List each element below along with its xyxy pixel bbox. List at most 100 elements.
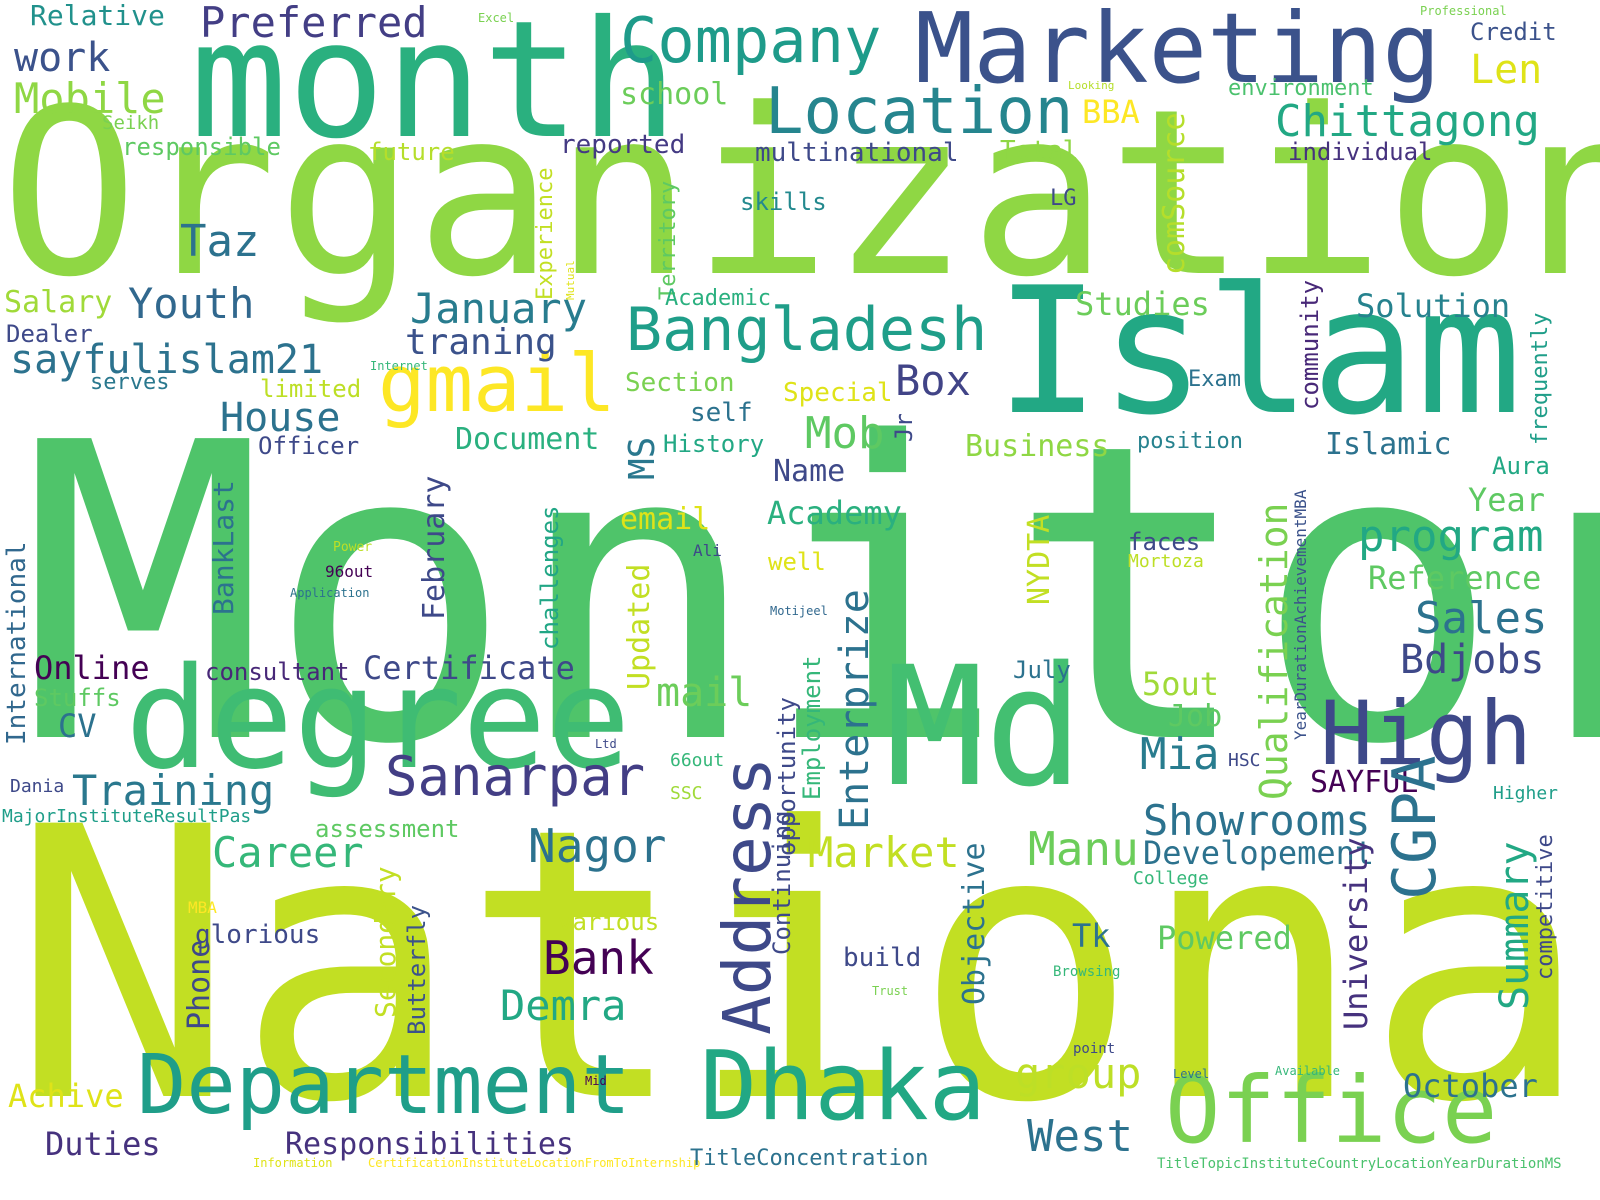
word-mba: MBA	[188, 898, 217, 917]
word-excel: Excel	[478, 11, 515, 25]
word-organization: Organization	[0, 61, 1600, 328]
word-professional: Professional	[1420, 4, 1507, 18]
word-responsibilities: Responsibilities	[285, 1127, 574, 1162]
word-objective: Objective	[957, 842, 992, 1005]
word-sales: Sales	[1415, 593, 1548, 644]
word-marketing: Marketing	[915, 0, 1441, 105]
word-summary: Summary	[1492, 841, 1538, 1010]
word-power: Power	[333, 540, 373, 555]
word-certificationinstitutelocationfromtointernship: CertificationInstituteLocationFromToInte…	[368, 1156, 701, 1170]
word-5out: 5out	[1142, 665, 1220, 703]
word-seikh: Seikh	[102, 112, 160, 134]
word-high: High	[1320, 682, 1532, 785]
word-school: school	[620, 77, 729, 112]
word-college: College	[1133, 868, 1209, 889]
word-frequently: frequently	[1528, 312, 1553, 445]
word-ssc: SSC	[670, 783, 703, 804]
word-february: February	[417, 475, 452, 621]
word-month: month	[190, 0, 678, 175]
word-business: Business	[965, 429, 1110, 464]
word-looking: Looking	[1068, 79, 1115, 92]
word-mid: Mid	[585, 1074, 607, 1088]
word-md: Md	[885, 631, 1084, 823]
word-islam: Islam	[995, 251, 1522, 454]
word-gmail: gmail	[378, 338, 616, 430]
word-len: Len	[1470, 47, 1543, 93]
word-titletopicinstitutecountrylocationyeardurationms: TitleTopicInstituteCountryLocationYearDu…	[1157, 1156, 1562, 1172]
word-multinational: multinational	[755, 138, 959, 168]
word-glorious: glorious	[195, 920, 321, 950]
word-environment: environment	[1228, 76, 1374, 101]
word-qualification: Qualification	[1252, 502, 1296, 800]
word-group: group	[1015, 1049, 1142, 1098]
word-faces: faces	[1128, 528, 1201, 556]
word-territory: Territory	[656, 180, 681, 300]
word-66out: 66out	[670, 750, 725, 771]
word-available: Available	[1275, 1064, 1341, 1078]
word-updated: Updated	[622, 563, 657, 690]
word-trust: Trust	[872, 984, 909, 998]
word-secondary: Secondary	[369, 866, 402, 1018]
word-hsc: HSC	[1228, 750, 1261, 771]
word-dania: Dania	[10, 776, 65, 797]
word-bangladesh: Bangladesh	[626, 295, 988, 365]
word-location: Location	[765, 75, 1074, 149]
word-degree: degree	[125, 638, 631, 801]
word-total: Total	[1000, 136, 1079, 166]
word-sayfulislam21: sayfulislam21	[10, 337, 324, 383]
word-cgpa: CGPA	[1380, 755, 1450, 901]
word-taz: Taz	[180, 216, 260, 267]
word-name: Name	[773, 454, 846, 489]
word-mortoza: Mortoza	[1128, 551, 1204, 572]
word-program: program	[1358, 511, 1544, 562]
word-manu: Manu	[1028, 822, 1139, 876]
word-mob: Mob	[805, 408, 885, 459]
word-phone: Phone	[182, 939, 217, 1030]
word-west: West	[1027, 1111, 1133, 1162]
word-mobile: Mobile	[14, 74, 166, 123]
word-history: History	[663, 430, 765, 458]
word-box: Box	[895, 356, 971, 405]
word-enterprize: Enterprize	[832, 589, 878, 830]
word-youth: Youth	[128, 279, 255, 328]
word-preferred: Preferred	[200, 0, 428, 47]
word-traning: traning	[405, 322, 557, 363]
word-majorinstituteresultpas: MajorInstituteResultPas	[2, 806, 252, 827]
word-july: July	[1013, 656, 1071, 684]
word-serves: serves	[90, 370, 170, 395]
word-comsource: comSource	[1157, 112, 1192, 275]
word-year: Year	[1468, 481, 1546, 519]
word-cv: CV	[58, 707, 97, 745]
word-continuing: Continuing	[768, 810, 796, 956]
word-achive: Achive	[8, 1077, 124, 1115]
word-96out: 96out	[325, 562, 374, 581]
word-mia: Mia	[1140, 729, 1220, 780]
word-academic: Academic	[665, 286, 771, 311]
word-bank: Bank	[543, 931, 654, 985]
word-company: Company	[620, 4, 882, 77]
word-lg: LG	[1050, 186, 1077, 211]
word-stuffs: Stuffs	[34, 684, 121, 712]
word-bba: BBA	[1082, 93, 1140, 131]
word-ms: MS	[622, 436, 663, 480]
word-certificate: Certificate	[363, 649, 575, 687]
word-department: Department	[137, 1038, 631, 1133]
word-october: October	[1403, 1067, 1538, 1105]
word-consultant: consultant	[205, 658, 350, 686]
word-well: well	[768, 548, 826, 576]
word-nydta: NYDTA	[1022, 514, 1057, 605]
word-community: community	[1296, 279, 1324, 410]
word-responsible: responsible	[122, 133, 281, 161]
word-application: Application	[290, 586, 370, 600]
word-tk: Tk	[1072, 917, 1111, 955]
word-employment: Employment	[798, 655, 826, 801]
word-limited: limited	[260, 375, 362, 403]
word-build: build	[843, 943, 922, 973]
word-position: position	[1137, 429, 1243, 454]
word-training: Training	[72, 766, 275, 815]
word-academy: Academy	[767, 494, 902, 532]
word-sanarpar: Sanarpar	[385, 745, 646, 808]
word-solution: Solution	[1356, 287, 1511, 325]
word-future: future	[368, 138, 455, 166]
